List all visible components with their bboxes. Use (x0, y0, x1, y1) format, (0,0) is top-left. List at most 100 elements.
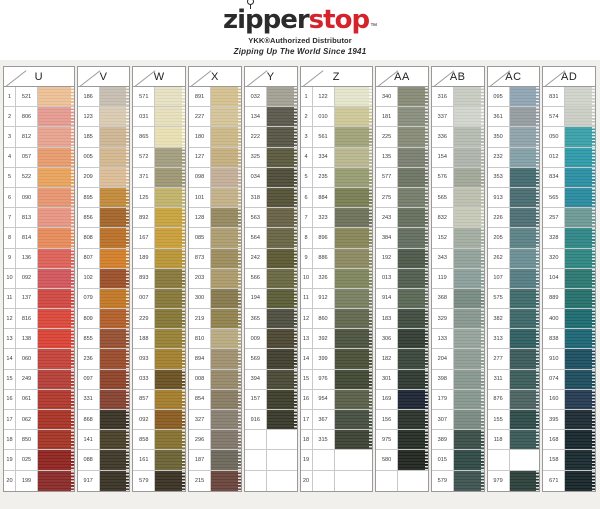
color-swatch[interactable] (509, 450, 540, 470)
color-row[interactable]: 209 (77, 167, 130, 188)
color-row[interactable]: 895 (77, 187, 130, 209)
color-row[interactable]: 1 521 (4, 87, 74, 108)
color-swatch[interactable] (211, 268, 241, 288)
color-swatch[interactable] (453, 208, 484, 228)
color-row[interactable]: 9 886 (300, 248, 373, 269)
color-row[interactable]: 809 (77, 309, 130, 330)
color-row[interactable]: 222 (244, 127, 297, 148)
color-swatch[interactable] (453, 430, 484, 450)
color-swatch[interactable] (38, 309, 74, 329)
color-swatch[interactable] (398, 87, 428, 107)
color-swatch[interactable] (99, 329, 130, 349)
color-swatch[interactable] (38, 389, 74, 409)
color-row[interactable]: 16 954 (300, 389, 373, 410)
color-swatch[interactable] (38, 127, 74, 147)
color-row[interactable]: 205 (487, 228, 540, 249)
color-row[interactable]: 232 (487, 147, 540, 168)
color-swatch[interactable] (453, 450, 484, 470)
color-row[interactable] (244, 450, 297, 471)
color-swatch[interactable] (509, 410, 540, 430)
color-swatch[interactable] (211, 430, 241, 450)
color-row[interactable]: 135 (376, 147, 428, 168)
color-swatch[interactable] (211, 369, 241, 389)
color-swatch[interactable] (398, 208, 428, 228)
color-row[interactable]: 913 (487, 187, 540, 209)
color-swatch[interactable] (565, 268, 595, 288)
color-swatch[interactable] (266, 389, 297, 409)
color-swatch[interactable] (398, 329, 428, 349)
color-row[interactable]: 7 813 (4, 208, 74, 229)
color-swatch[interactable] (211, 389, 241, 409)
color-row[interactable]: 398 (431, 369, 484, 390)
color-row[interactable]: 572 (133, 147, 186, 168)
color-row[interactable]: 5 235 (300, 167, 373, 188)
color-row[interactable]: 179 (431, 389, 484, 410)
color-swatch[interactable] (155, 329, 186, 349)
color-row[interactable]: 857 (133, 389, 186, 410)
color-swatch[interactable] (453, 187, 484, 208)
color-swatch[interactable] (509, 107, 540, 127)
color-swatch[interactable] (38, 329, 74, 349)
color-row[interactable]: 9 136 (4, 248, 74, 269)
color-swatch[interactable] (99, 208, 130, 228)
color-swatch[interactable] (99, 167, 130, 187)
color-row[interactable]: 858 (133, 430, 186, 451)
color-swatch[interactable] (334, 268, 373, 288)
color-row[interactable]: 098 (189, 167, 241, 188)
color-row[interactable]: 889 (543, 288, 595, 310)
color-swatch[interactable] (211, 208, 241, 228)
color-row[interactable] (487, 450, 540, 471)
color-swatch[interactable] (99, 309, 130, 329)
color-row[interactable]: 186 (77, 87, 130, 108)
color-swatch[interactable] (565, 450, 595, 470)
color-swatch[interactable] (565, 349, 595, 369)
color-swatch[interactable] (99, 147, 130, 167)
color-row[interactable]: 873 (189, 248, 241, 269)
color-swatch[interactable] (155, 127, 186, 147)
color-row[interactable] (244, 470, 297, 491)
color-swatch[interactable] (99, 228, 130, 248)
color-row[interactable]: 893 (133, 268, 186, 289)
color-row[interactable]: 152 (431, 228, 484, 249)
color-swatch[interactable] (266, 208, 297, 228)
color-row[interactable]: 329 (431, 309, 484, 330)
color-row[interactable]: 353 (487, 167, 540, 188)
color-row[interactable]: 155 (487, 410, 540, 431)
color-swatch[interactable] (155, 87, 186, 107)
color-swatch[interactable] (99, 349, 130, 369)
color-row[interactable]: 204 (431, 349, 484, 370)
color-row[interactable]: 371 (133, 167, 186, 188)
color-swatch[interactable] (509, 470, 540, 491)
color-swatch[interactable] (266, 470, 297, 491)
color-swatch[interactable] (509, 389, 540, 409)
color-swatch[interactable] (334, 167, 373, 187)
color-swatch[interactable] (38, 430, 74, 450)
color-swatch[interactable] (565, 147, 595, 167)
color-swatch[interactable] (334, 430, 373, 450)
color-swatch[interactable] (509, 349, 540, 369)
color-row[interactable]: 382 (487, 309, 540, 330)
color-swatch[interactable] (38, 187, 74, 208)
color-row[interactable]: 577 (376, 167, 428, 188)
color-row[interactable]: 167 (133, 228, 186, 249)
color-row[interactable]: 855 (77, 329, 130, 350)
color-row[interactable]: 20 199 (4, 470, 74, 491)
color-row[interactable]: 331 (77, 389, 130, 410)
color-swatch[interactable] (453, 268, 484, 288)
color-swatch[interactable] (155, 470, 186, 491)
color-swatch[interactable] (211, 349, 241, 369)
color-row[interactable]: 12 860 (300, 309, 373, 330)
color-swatch[interactable] (334, 288, 373, 309)
color-row[interactable]: 125 (133, 187, 186, 209)
color-swatch[interactable] (38, 107, 74, 127)
color-row[interactable]: 032 (244, 87, 297, 108)
color-swatch[interactable] (38, 208, 74, 228)
color-swatch[interactable] (38, 470, 74, 491)
color-swatch[interactable] (38, 288, 74, 309)
color-swatch[interactable] (398, 349, 428, 369)
color-swatch[interactable] (509, 147, 540, 167)
color-swatch[interactable] (266, 127, 297, 147)
color-swatch[interactable] (398, 470, 428, 491)
color-swatch[interactable] (99, 450, 130, 470)
color-row[interactable]: 14 399 (300, 349, 373, 370)
